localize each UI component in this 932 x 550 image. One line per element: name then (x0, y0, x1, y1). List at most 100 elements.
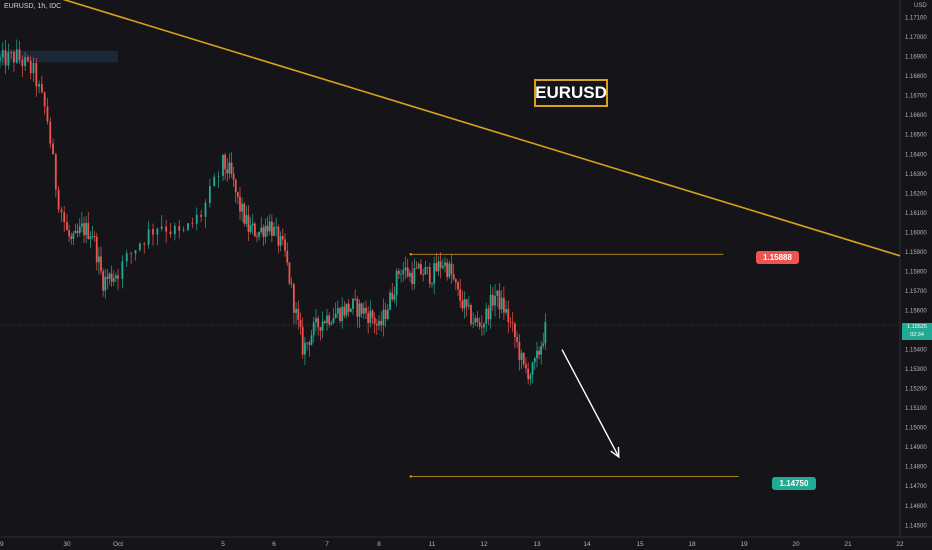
candle-body (367, 312, 370, 324)
candle-body (487, 308, 490, 320)
candle-body (108, 273, 111, 279)
candle-body (422, 273, 425, 275)
candle-body (483, 323, 485, 328)
candle-body (40, 83, 43, 93)
candle-body (7, 52, 10, 66)
candle-body (80, 223, 83, 227)
level-anchor-point[interactable] (409, 475, 412, 478)
candle-body (365, 307, 367, 313)
candle-body (352, 298, 354, 309)
candle-body (114, 275, 117, 279)
candle-body (89, 236, 92, 239)
chart-title-annotation[interactable]: EURUSD (534, 79, 608, 107)
candle-body (253, 223, 256, 237)
candle-body (78, 226, 81, 233)
candle-body (511, 322, 514, 324)
candle-body (544, 321, 547, 344)
candle-body (459, 289, 462, 301)
price-tick-label: 1.14800 (905, 465, 927, 471)
candle-body (83, 223, 85, 236)
price-tick-label: 1.15400 (905, 348, 927, 354)
candle-body (522, 352, 525, 365)
candle-body (106, 276, 109, 279)
candle-body (54, 154, 57, 190)
candle-body (297, 308, 300, 320)
candle-body (341, 306, 344, 321)
last-price-marker: 1.15525 02:34 (902, 323, 932, 340)
candle-body (200, 214, 203, 217)
candle-body (13, 52, 15, 63)
descending-trendline[interactable] (0, 0, 901, 257)
candle-body (102, 271, 105, 291)
candle-body (182, 229, 185, 231)
price-tick-label: 1.14700 (905, 484, 927, 490)
candle-body (147, 229, 150, 245)
candle-body (431, 283, 433, 285)
candle-body (1, 50, 4, 58)
candle-body (476, 318, 479, 323)
candle-body (85, 222, 88, 236)
candle-body (380, 320, 383, 326)
candle-body (245, 215, 248, 224)
candle-body (474, 318, 477, 323)
time-tick-label: 22 (896, 541, 904, 548)
price-tick-label: 1.14500 (905, 523, 927, 529)
candle-body (444, 262, 446, 266)
target-level-label[interactable]: 1.14750 (772, 477, 816, 490)
candle-body (251, 223, 254, 226)
candle-body (270, 221, 273, 236)
candle-body (354, 298, 357, 300)
candle-body (191, 223, 194, 225)
candle-body (43, 92, 46, 107)
candle-body (18, 49, 21, 60)
candle-body (134, 250, 137, 254)
candle-body (100, 256, 102, 272)
time-tick-label: 5 (221, 541, 225, 548)
candle-body (87, 222, 90, 239)
price-tick-label: 1.16500 (905, 133, 927, 139)
candle-body (281, 236, 284, 240)
price-tick-label: 1.16400 (905, 152, 927, 158)
level-anchor-point[interactable] (409, 253, 412, 256)
candle-body (208, 186, 211, 203)
candle-body (485, 308, 488, 324)
candle-body (514, 323, 516, 337)
candle-body (226, 169, 229, 174)
price-tick-label: 1.15000 (905, 426, 927, 432)
candle-body (334, 313, 337, 319)
candle-body (518, 341, 521, 360)
symbol-label[interactable]: EURUSD, 1h, IDC (4, 3, 62, 10)
candle-body (224, 154, 227, 170)
projection-arrow[interactable] (561, 349, 620, 458)
price-tick-label: 1.16300 (905, 172, 927, 178)
candle-body (275, 226, 278, 228)
candle-body (516, 336, 519, 342)
candle-body (500, 297, 503, 310)
candle-body (336, 308, 339, 314)
candle-body (10, 52, 13, 53)
time-tick-label: 15 (636, 541, 644, 548)
candle-body (35, 63, 38, 87)
candle-body (358, 303, 361, 317)
time-tick-label: 11 (429, 541, 436, 548)
resistance-level-label[interactable]: 1.15888 (756, 251, 799, 264)
candle-body (384, 309, 387, 320)
candle-body (400, 273, 402, 275)
candle-body (328, 315, 331, 325)
candle-body (110, 273, 113, 282)
time-tick-label: 8 (377, 541, 381, 548)
candle-body (21, 59, 24, 67)
candle-body (505, 308, 507, 313)
candle-body (264, 225, 267, 237)
candle-body (426, 267, 429, 268)
candle-body (406, 267, 409, 277)
candle-body (467, 305, 470, 307)
candle-body (160, 226, 163, 229)
candle-body (95, 236, 98, 263)
candle-body (452, 274, 455, 280)
candle-body (339, 308, 341, 321)
candle-body (49, 121, 52, 144)
candle-body (112, 278, 115, 282)
